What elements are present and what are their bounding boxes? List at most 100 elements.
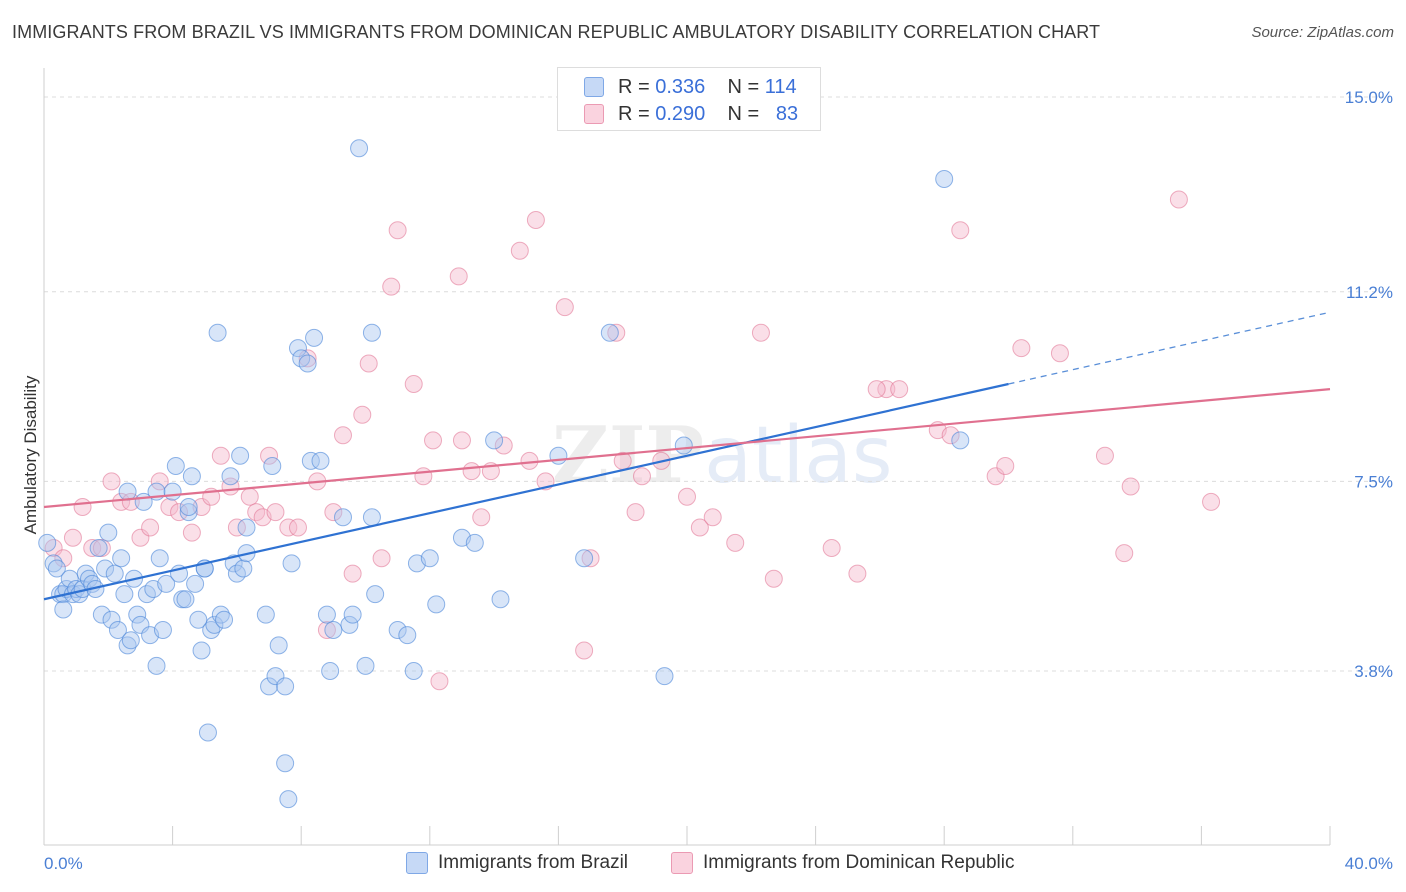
data-point-dominican xyxy=(372,549,391,568)
data-point-dominican xyxy=(575,641,594,660)
data-point-dominican xyxy=(472,508,491,527)
data-point-dominican xyxy=(1115,544,1134,563)
data-point-dominican xyxy=(1121,477,1140,496)
data-point-brazil xyxy=(420,549,439,568)
data-point-brazil xyxy=(398,626,417,645)
data-point-brazil xyxy=(150,549,169,568)
data-point-brazil xyxy=(427,595,446,614)
data-point-dominican xyxy=(951,221,970,240)
data-point-dominican xyxy=(764,569,783,588)
data-point-dominican xyxy=(690,518,709,537)
data-point-brazil xyxy=(221,467,240,486)
legend-row-dominican: R = 0.290 N = 83 xyxy=(584,102,798,126)
data-point-dominican xyxy=(279,518,298,537)
data-point-brazil xyxy=(343,605,362,624)
data-point-brazil xyxy=(186,574,205,593)
data-point-dominican xyxy=(73,498,92,516)
data-point-dominican xyxy=(449,267,468,286)
data-point-brazil xyxy=(600,323,619,342)
data-point-brazil xyxy=(38,533,57,552)
data-point-dominican xyxy=(1202,492,1221,511)
legend-swatch-dominican xyxy=(671,852,693,874)
data-point-dominican xyxy=(626,503,645,522)
data-point-dominican xyxy=(678,487,696,506)
data-point-brazil xyxy=(189,610,208,629)
data-point-brazil xyxy=(192,641,211,660)
data-point-dominican xyxy=(848,564,867,583)
data-point-brazil xyxy=(263,457,282,475)
data-point-brazil xyxy=(112,549,131,568)
data-point-brazil xyxy=(256,605,275,624)
data-point-brazil xyxy=(491,590,510,609)
data-point-brazil xyxy=(108,621,127,639)
series-dominican-points xyxy=(44,190,1221,691)
x-tick-label: 0.0% xyxy=(44,854,83,873)
data-point-dominican xyxy=(141,518,160,537)
data-point-brazil xyxy=(279,790,298,809)
trend-lines xyxy=(43,311,1331,601)
legend-swatch-brazil xyxy=(406,852,428,874)
data-point-brazil xyxy=(60,569,79,588)
legend-n-value: 114 xyxy=(764,75,797,98)
y-axis-label: Ambulatory Disability xyxy=(21,375,40,534)
legend-item-dominican[interactable]: Immigrants from Dominican Republic xyxy=(671,852,1015,874)
data-point-brazil xyxy=(198,723,217,742)
data-point-brazil xyxy=(321,662,340,680)
legend-label-brazil: Immigrants from Brazil xyxy=(438,852,629,873)
legend-r-value: 0.290 xyxy=(655,102,706,125)
legend-r-value: 0.336 xyxy=(655,75,706,98)
data-point-brazil xyxy=(211,605,230,624)
data-point-brazil xyxy=(76,564,95,583)
data-point-brazil xyxy=(80,569,99,588)
data-point-brazil xyxy=(163,482,182,501)
x-tick-label: 40.0% xyxy=(1345,854,1393,873)
legend-item-brazil[interactable]: Immigrants from Brazil xyxy=(406,852,628,874)
data-point-brazil xyxy=(54,600,73,619)
data-point-brazil xyxy=(157,574,176,593)
legend-swatch-brazil xyxy=(584,77,604,97)
data-point-brazil xyxy=(176,590,195,609)
data-point-dominican xyxy=(63,528,82,547)
data-point-brazil xyxy=(215,610,234,629)
data-point-dominican xyxy=(1012,339,1031,358)
data-point-brazil xyxy=(115,585,134,604)
data-point-brazil xyxy=(182,467,201,486)
data-point-brazil xyxy=(102,610,121,629)
trend-line-dominican xyxy=(43,388,1331,509)
data-point-brazil xyxy=(298,354,317,373)
data-point-brazil xyxy=(388,621,407,639)
legend-row-brazil: R = 0.336 N = 114 xyxy=(584,75,797,99)
data-point-brazil xyxy=(121,631,140,650)
data-point-brazil xyxy=(305,328,324,347)
y-tick-label: 11.2% xyxy=(1346,283,1393,302)
legend-r-label: R = xyxy=(618,75,650,98)
data-point-dominican xyxy=(462,462,481,481)
data-point-brazil xyxy=(362,508,381,527)
data-point-dominican xyxy=(359,354,378,373)
chart-title: IMMIGRANTS FROM BRAZIL VS IMMIGRANTS FRO… xyxy=(12,22,1101,42)
data-point-dominican xyxy=(266,503,285,522)
data-point-dominican xyxy=(751,323,770,342)
data-point-dominican xyxy=(424,431,443,450)
data-point-dominican xyxy=(227,518,246,537)
data-point-brazil xyxy=(655,667,674,686)
data-point-dominican xyxy=(414,467,433,486)
legend-label-dominican: Immigrants from Dominican Republic xyxy=(703,852,1015,873)
data-point-dominican xyxy=(182,523,201,542)
data-point-brazil xyxy=(92,605,111,624)
data-point-brazil xyxy=(205,615,224,634)
data-point-brazil xyxy=(276,754,295,773)
data-point-brazil xyxy=(224,554,243,573)
data-point-brazil xyxy=(118,636,137,655)
data-point-brazil xyxy=(282,554,301,573)
legend-n-label: N = xyxy=(727,75,760,98)
data-point-dominican xyxy=(555,298,574,317)
data-point-brazil xyxy=(44,554,63,573)
y-tick-label: 7.5% xyxy=(1354,472,1393,491)
data-point-dominican xyxy=(112,492,131,511)
data-point-dominican xyxy=(404,375,423,393)
data-point-dominican xyxy=(353,405,372,424)
series-legend: Immigrants from Brazil Immigrants from D… xyxy=(0,852,1406,878)
data-point-brazil xyxy=(269,636,288,655)
watermark: ZIPatlas xyxy=(552,410,893,501)
